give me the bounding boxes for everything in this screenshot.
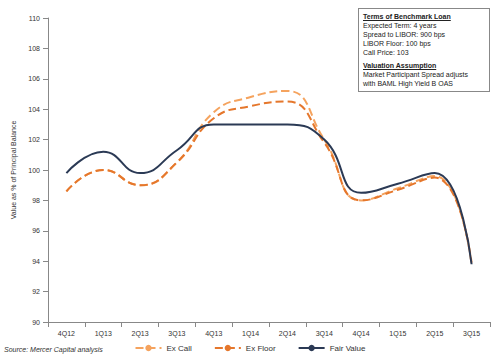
svg-text:100: 100 [28,167,40,174]
svg-text:1Q14: 1Q14 [242,330,259,338]
html-text:Call Price: 103: Call Price: 103 [363,49,409,56]
svg-text:Ex Floor: Ex Floor [246,344,276,353]
html-text:Valuation Assumption: Valuation Assumption [363,62,437,69]
html-text:Terms of Benchmark Loan: Terms of Benchmark Loan [363,13,451,20]
svg-text:102: 102 [28,136,40,143]
html-text:Spread to LIBOR: 900 bps: Spread to LIBOR: 900 bps [363,31,446,38]
svg-text:4Q14: 4Q14 [353,330,370,338]
svg-text:3Q13: 3Q13 [168,330,185,338]
svg-text:Fair Value: Fair Value [330,344,366,353]
svg-text:Ex Call: Ex Call [167,344,193,353]
svg-text:92: 92 [32,288,40,295]
svg-text:90: 90 [32,319,40,326]
svg-text:96: 96 [32,227,40,234]
svg-text:110: 110 [29,15,40,22]
svg-text:3Q15: 3Q15 [463,330,480,338]
svg-text:2Q15: 2Q15 [426,330,443,338]
svg-text:108: 108 [28,45,40,52]
html-text:Market Participant Spread adju: Market Participant Spread adjusts [363,71,469,78]
svg-text:4Q13: 4Q13 [205,330,222,338]
svg-text:106: 106 [28,75,40,82]
svg-text:98: 98 [32,197,40,204]
svg-text:3Q14: 3Q14 [316,330,333,338]
svg-text:2Q13: 2Q13 [132,330,149,338]
svg-text:Value as % of Principal Balanc: Value as % of Principal Balance [10,121,18,220]
svg-text:Source: Mercer Capital analysi: Source: Mercer Capital analysis [4,346,103,354]
svg-text:2Q14: 2Q14 [279,330,296,338]
svg-text:104: 104 [28,106,40,113]
html-text:Expected Term: 4 years: Expected Term: 4 years [363,22,437,29]
svg-text:1Q13: 1Q13 [95,330,112,338]
svg-text:1Q15: 1Q15 [389,330,406,338]
svg-text:94: 94 [32,258,40,265]
html-text:LIBOR Floor: 100 bps: LIBOR Floor: 100 bps [363,40,431,47]
svg-text:4Q12: 4Q12 [58,330,75,338]
html-text:with BAML High Yield B OAS: with BAML High Yield B OAS [363,80,453,87]
